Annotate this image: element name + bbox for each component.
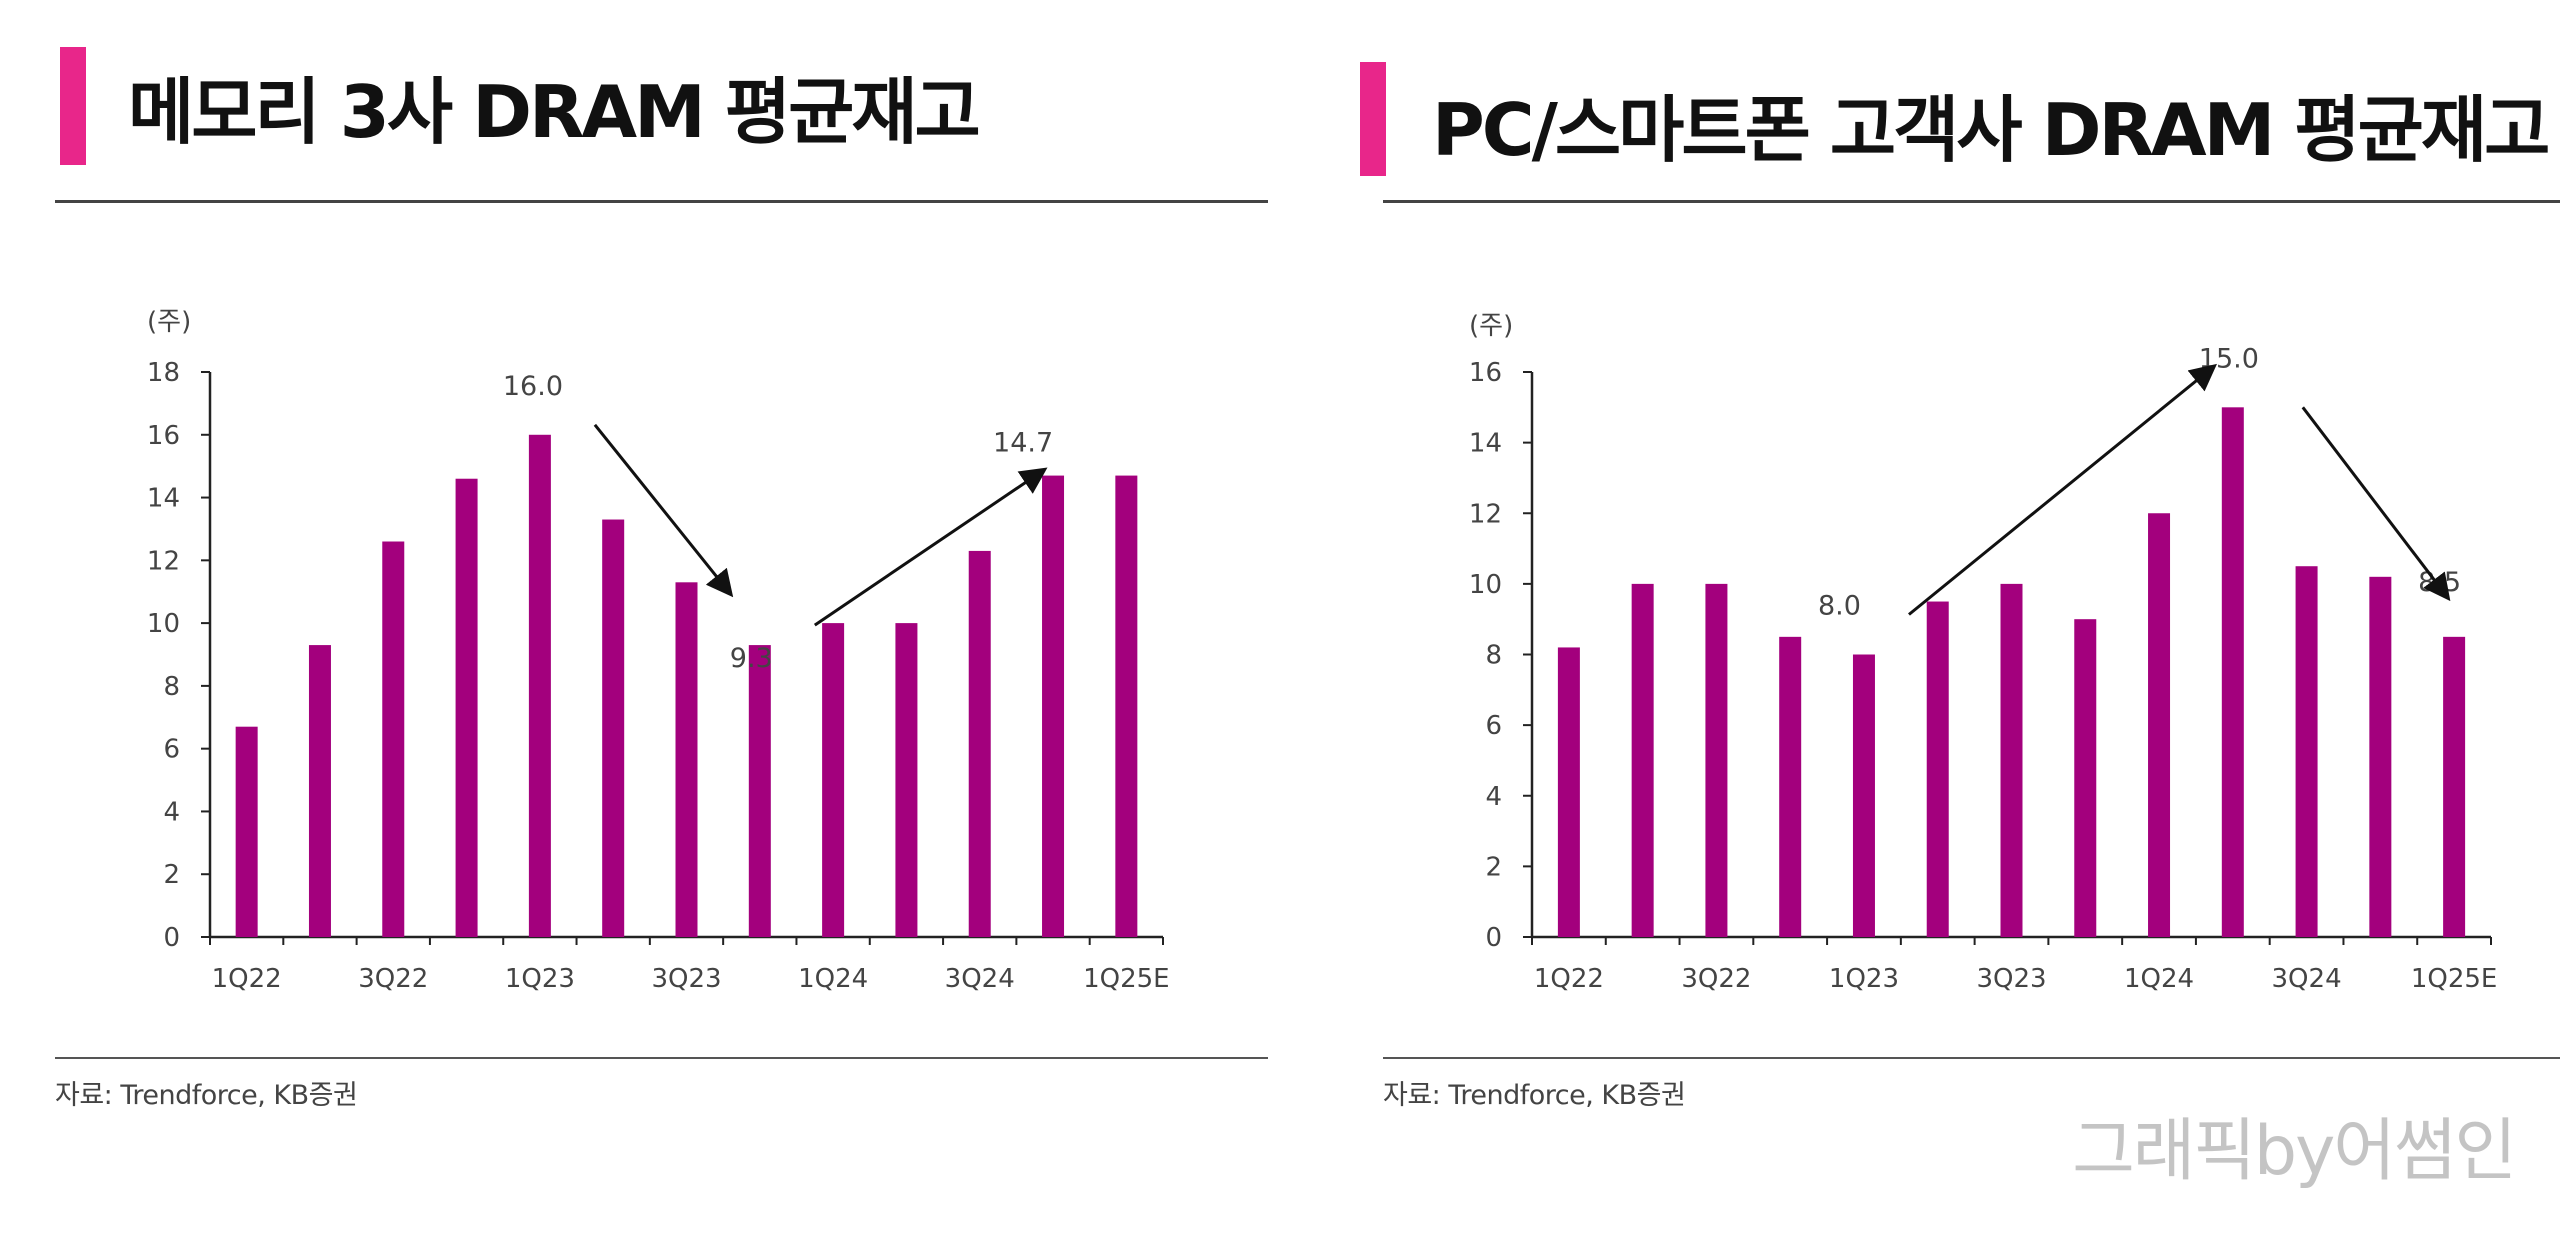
bar-3q23 — [2000, 583, 2023, 937]
x-tick-label: 3Q23 — [1976, 964, 2046, 994]
data-label: 14.7 — [993, 428, 1053, 459]
y-unit-label: (주) — [147, 307, 191, 337]
bar-2q22 — [1631, 583, 1654, 937]
y-tick-label: 4 — [1485, 782, 1502, 812]
x-tick-label: 1Q24 — [798, 964, 868, 994]
x-tick-label: 3Q23 — [651, 964, 721, 994]
bar-1q24 — [2148, 513, 2171, 937]
bar-3q24 — [968, 550, 991, 937]
bar-4q23 — [748, 645, 771, 937]
bar-4q22 — [1779, 636, 1802, 937]
y-tick-label: 10 — [1469, 570, 1502, 600]
bar-1q22 — [1557, 647, 1580, 937]
bar-4q24 — [2369, 576, 2392, 937]
right-title-rule — [1383, 200, 2560, 203]
watermark: 그래픽by어썸인 — [2072, 1112, 2517, 1191]
trend-arrow-up — [1908, 363, 2217, 616]
left-chart-title: 메모리 3사 DRAM 평균재고 — [128, 70, 981, 154]
bar-1q22 — [235, 726, 258, 937]
x-tick-label: 1Q25E — [2411, 964, 2498, 994]
x-tick-label: 3Q22 — [1681, 964, 1751, 994]
y-tick-label: 0 — [1485, 923, 1502, 953]
left-source: 자료: Trendforce, KB증권 — [55, 1080, 358, 1111]
left-title-rule — [55, 200, 1268, 203]
left-chart: (주) 0 2 4 6 8 10 12 14 16 18 1Q22 3Q22 1Q23 3Q23 1Q24 3Q… — [147, 307, 1170, 994]
x-tick-label: 1Q23 — [505, 964, 575, 994]
x-tick-label: 1Q22 — [212, 964, 282, 994]
y-tick-label: 10 — [147, 609, 180, 639]
bar-3q22 — [1705, 583, 1728, 937]
y-tick-label: 16 — [1469, 358, 1502, 388]
y-tick-label: 12 — [1469, 499, 1502, 529]
y-tick-label: 6 — [1485, 711, 1502, 741]
left-title-accent — [60, 47, 86, 165]
x-tick-label: 3Q22 — [358, 964, 428, 994]
bar-3q23 — [675, 582, 698, 937]
y-tick-label: 14 — [1469, 429, 1502, 459]
left-panel: 메모리 3사 DRAM 평균재고 (주) 0 2 4 6 8 10 12 14 16 18 1Q22 3… — [55, 47, 1268, 1111]
y-tick-label: 6 — [163, 735, 180, 765]
y-tick-label: 0 — [163, 923, 180, 953]
trend-arrow-down — [2301, 406, 2451, 602]
bar-3q24 — [2295, 566, 2318, 937]
right-source-rule — [1383, 1057, 2560, 1059]
y-tick-label: 2 — [1485, 852, 1502, 882]
bar-1q25e — [1115, 475, 1138, 937]
y-tick-label: 8 — [1485, 641, 1502, 671]
bar-2q24 — [895, 623, 918, 937]
bar-2q24 — [2221, 407, 2244, 937]
right-source: 자료: Trendforce, KB증권 — [1383, 1080, 1686, 1111]
bar-2q22 — [308, 645, 331, 937]
trend-arrow-down — [593, 423, 734, 598]
right-title-accent — [1360, 62, 1386, 176]
y-tick-label: 2 — [163, 860, 180, 890]
right-chart: (주) 0 2 4 6 8 10 12 14 16 1Q22 3Q22 1Q23 3Q23 1Q24 3Q24… — [1469, 311, 2498, 994]
x-tick-label: 3Q24 — [945, 964, 1015, 994]
bar-4q23 — [2074, 619, 2097, 937]
y-tick-label: 16 — [147, 421, 180, 451]
bar-4q24 — [1042, 475, 1065, 937]
bar-4q22 — [455, 478, 478, 937]
x-tick-label: 1Q24 — [2124, 964, 2194, 994]
y-tick-label: 14 — [147, 484, 180, 514]
data-label: 8.5 — [2418, 567, 2461, 598]
bar-3q22 — [382, 541, 405, 937]
y-tick-label: 8 — [163, 672, 180, 702]
left-source-rule — [55, 1057, 1268, 1059]
y-tick-label: 4 — [163, 797, 180, 827]
bar-1q23 — [528, 434, 551, 937]
bar-1q25e — [2443, 636, 2466, 937]
x-tick-label: 1Q25E — [1083, 964, 1170, 994]
y-unit-label: (주) — [1469, 311, 1513, 341]
data-label: 8.0 — [1818, 591, 1861, 622]
bar-2q23 — [602, 519, 625, 937]
x-tick-label: 3Q24 — [2272, 964, 2342, 994]
x-tick-label: 1Q22 — [1534, 964, 1604, 994]
y-tick-label: 12 — [147, 546, 180, 576]
y-tick-label: 18 — [147, 358, 180, 388]
data-label: 16.0 — [503, 371, 563, 402]
right-chart-title: PC/스마트폰 고객사 DRAM 평균재고 — [1432, 88, 2550, 172]
bar-1q24 — [822, 623, 845, 937]
bar-2q23 — [1926, 601, 1949, 937]
right-panel: PC/스마트폰 고객사 DRAM 평균재고 (주) 0 2 4 6 8 10 12 14 16 1Q… — [1280, 0, 2560, 1257]
trend-arrow-up — [813, 467, 1048, 627]
bar-1q23 — [1852, 654, 1875, 937]
data-label: 9.3 — [730, 643, 773, 674]
x-tick-label: 1Q23 — [1829, 964, 1899, 994]
